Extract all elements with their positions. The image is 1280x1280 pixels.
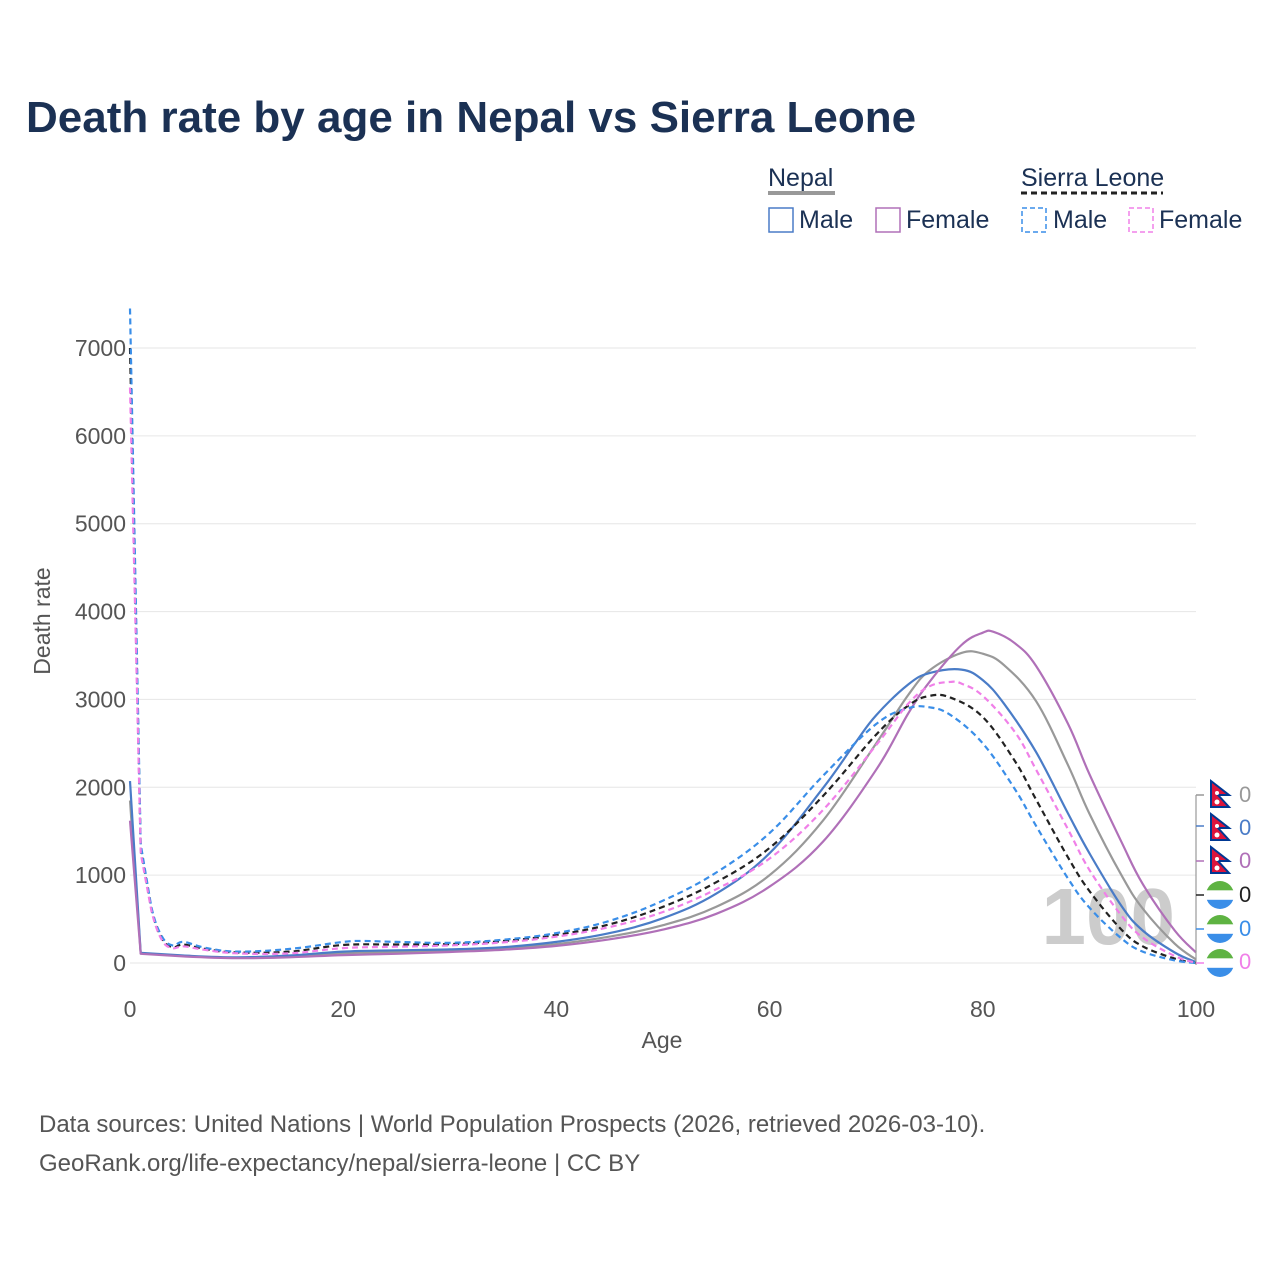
end-label-sl-male: 0 xyxy=(1239,916,1251,941)
x-tick-label: 0 xyxy=(124,996,137,1022)
chart-title: Death rate by age in Nepal vs Sierra Leo… xyxy=(26,93,916,142)
legend-group-sierra-leone: Sierra Leone xyxy=(1021,164,1164,192)
y-tick-label: 6000 xyxy=(75,423,126,449)
y-tick-label: 7000 xyxy=(75,335,126,361)
legend-group-nepal: Nepal xyxy=(768,164,833,192)
y-tick-label: 4000 xyxy=(75,599,126,625)
series-line-nepal xyxy=(128,650,1197,961)
x-tick-label: 20 xyxy=(330,996,356,1022)
x-tick-label: 60 xyxy=(757,996,783,1022)
x-tick-label: 80 xyxy=(970,996,996,1022)
legend-nepal-female-swatch xyxy=(875,207,901,233)
sierra-leone-flag-icon xyxy=(1206,915,1234,943)
series-line-sierra-leone-male xyxy=(128,308,1197,965)
source-line-2: GeoRank.org/life-expectancy/nepal/sierra… xyxy=(39,1150,640,1177)
end-label-sl-female: 0 xyxy=(1239,949,1251,974)
legend-sl-female-label: Female xyxy=(1159,206,1242,234)
end-label-sierra-leone: 0 xyxy=(1239,882,1251,907)
nepal-flag-icon xyxy=(1206,844,1234,875)
grid xyxy=(130,347,1196,964)
x-axis-label: Age xyxy=(642,1027,683,1053)
nepal-flag-icon xyxy=(1206,811,1234,842)
series-line-nepal-female xyxy=(128,629,1197,960)
end-label-nepal: 0 xyxy=(1239,782,1251,807)
source-line-1: Data sources: United Nations | World Pop… xyxy=(39,1111,985,1138)
legend-nepal-male-label: Male xyxy=(799,206,853,234)
y-tick-label: 3000 xyxy=(75,686,126,712)
y-axis: 0 1000 2000 3000 4000 5000 6000 7000 xyxy=(75,335,126,976)
legend: Nepal Male Female Sierra Leone Male Fema… xyxy=(768,164,1242,234)
x-tick-label: 40 xyxy=(544,996,570,1022)
y-axis-label: Death rate xyxy=(29,567,55,674)
y-tick-label: 2000 xyxy=(75,774,126,800)
sierra-leone-flag-icon xyxy=(1206,881,1234,909)
x-axis: 0 20 40 60 80 100 xyxy=(124,996,1216,1022)
series-line-nepal-male xyxy=(128,668,1197,964)
legend-sl-female-swatch xyxy=(1128,207,1154,233)
series-line-sierra-leone-female xyxy=(128,387,1197,965)
legend-sl-male-label: Male xyxy=(1053,206,1107,234)
legend-nepal-female-label: Female xyxy=(906,206,989,234)
end-markers: 0 0 0 0 0 0 xyxy=(1195,778,1251,977)
sierra-leone-flag-icon xyxy=(1206,949,1234,977)
y-tick-label: 1000 xyxy=(75,862,126,888)
legend-nepal-male-swatch xyxy=(768,207,794,233)
x-tick-label: 100 xyxy=(1177,996,1215,1022)
end-label-nepal-female: 0 xyxy=(1239,848,1251,873)
nepal-flag-icon xyxy=(1206,778,1234,809)
y-tick-label: 0 xyxy=(113,950,126,976)
legend-sl-male-swatch xyxy=(1021,207,1047,233)
series-group xyxy=(128,308,1197,965)
y-tick-label: 5000 xyxy=(75,511,126,537)
series-line-sierra-leone xyxy=(128,347,1197,965)
end-label-nepal-male: 0 xyxy=(1239,815,1251,840)
